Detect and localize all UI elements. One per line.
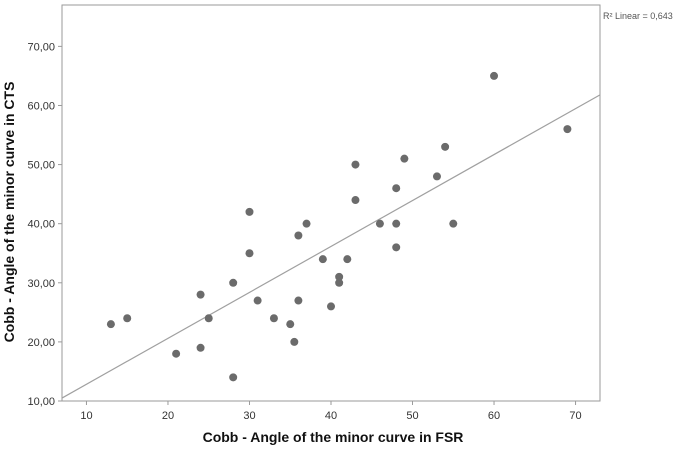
x-tick-label: 70 [569,410,581,422]
data-point [286,320,295,329]
x-axis-title: Cobb - Angle of the minor curve in FSR [203,429,464,445]
y-axis-ticks: 10,00 20,00 30,00 40,00 50,00 60,00 70,00 [27,41,62,408]
x-axis-ticks: 10 20 30 40 50 60 70 [80,401,582,422]
axes [61,4,601,402]
data-point [294,296,303,305]
data-point [375,219,384,228]
data-point [245,207,254,216]
data-point [343,255,352,264]
data-point [392,219,401,228]
data-point [269,314,278,323]
data-point [400,154,409,163]
data-point [335,278,344,287]
y-tick-label: 50,00 [27,160,55,172]
y-tick-label: 10,00 [27,396,55,408]
x-tick-label: 60 [488,410,500,422]
data-point [318,255,327,264]
y-axis-title: Cobb - Angle of the minor curve in CTS [1,82,17,343]
data-point [172,349,181,358]
x-tick-label: 50 [406,410,418,422]
x-tick-label: 20 [162,410,174,422]
fit-line-group [61,94,601,399]
data-point [290,337,299,346]
data-point [245,249,254,258]
data-point [123,314,132,323]
data-point [351,196,360,205]
points-group [106,71,572,382]
data-point [392,184,401,193]
data-point [449,219,458,228]
data-point [351,160,360,169]
data-point [106,320,115,329]
data-point [563,125,572,134]
y-tick-label: 60,00 [27,100,55,112]
r-squared-annotation: R² Linear = 0,643 [603,11,673,21]
y-tick-label: 20,00 [27,337,55,349]
x-tick-label: 30 [243,410,255,422]
y-tick-label: 70,00 [27,41,55,53]
y-tick-label: 30,00 [27,278,55,290]
data-point [196,290,205,299]
data-point [302,219,311,228]
data-point [432,172,441,181]
data-point [490,71,499,80]
data-point [204,314,213,323]
x-tick-label: 40 [325,410,337,422]
data-point [294,231,303,240]
data-point [229,373,238,382]
x-tick-label: 10 [80,410,92,422]
data-point [229,278,238,287]
data-point [335,272,344,281]
data-point [441,142,450,151]
data-point [196,343,205,352]
fit-line [61,94,601,399]
data-point [253,296,262,305]
data-point [392,243,401,252]
y-tick-label: 40,00 [27,219,55,231]
data-point [327,302,335,311]
plot-frame [61,4,601,402]
